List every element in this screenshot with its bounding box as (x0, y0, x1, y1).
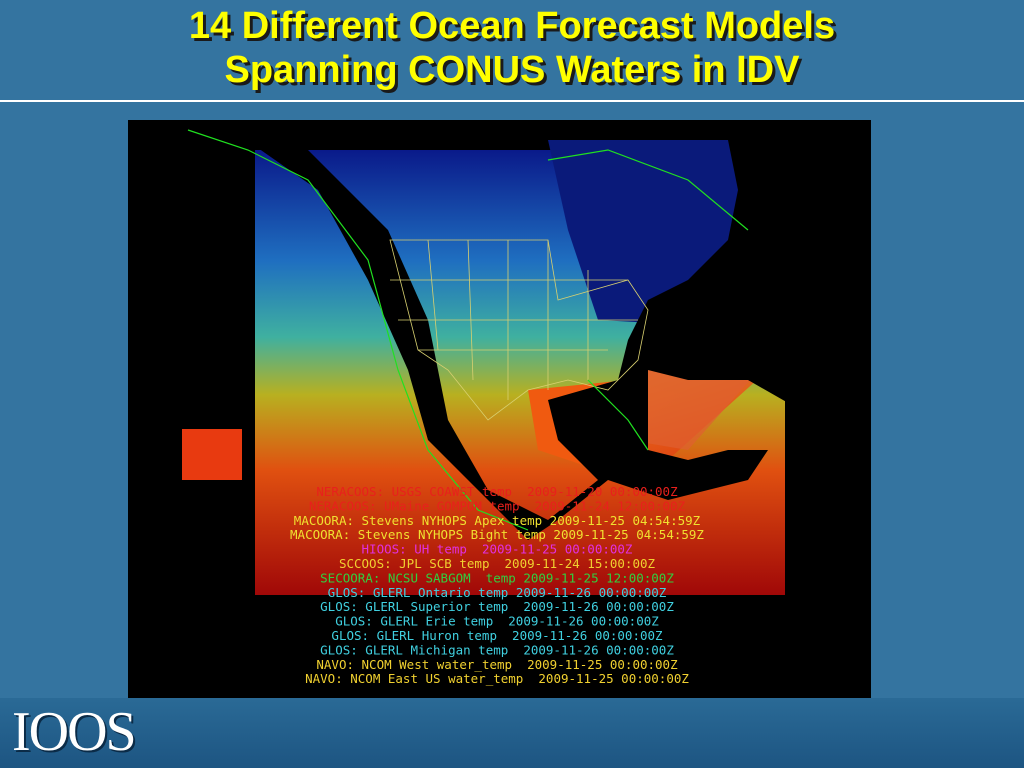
legend-entry: GLOS: GLERL Ontario temp 2009-11-26 00:0… (328, 585, 667, 600)
title-line: Spanning CONUS Waters in IDV (224, 49, 800, 91)
model-field (182, 429, 242, 480)
slide-title: 14 Different Ocean Forecast Models Spann… (0, 4, 1024, 92)
land (218, 120, 871, 540)
legend-entry: GLOS: GLERL Erie temp 2009-11-26 00:00:0… (335, 614, 659, 629)
title-rule (0, 100, 1024, 102)
legend-entry: NAVO: NCOM West water_temp 2009-11-25 00… (316, 657, 678, 672)
footer-bar (0, 698, 1024, 768)
legend: NERACOOS: USGS COAWST temp 2009-11-20 00… (290, 484, 704, 686)
legend-entry: HIOOS: UH temp 2009-11-25 00:00:00Z (362, 542, 633, 557)
legend-entry: GLOS: GLERL Huron temp 2009-11-26 00:00:… (331, 628, 663, 643)
logo: IOOS (12, 701, 137, 763)
legend-entry: GLOS: GLERL Michigan temp 2009-11-26 00:… (320, 642, 674, 657)
legend-entry: MACOORA: Stevens NYHOPS Bight temp 2009-… (290, 527, 704, 542)
map-image: NERACOOS: USGS COAWST temp 2009-11-20 00… (128, 120, 871, 698)
legend-entry: MACOORA: Stevens NYHOPS Apex temp 2009-1… (294, 513, 701, 528)
legend-entry: NAVO: NCOM East US water_temp 2009-11-25… (305, 671, 689, 686)
state-borders (389, 239, 649, 421)
coastlines (187, 129, 749, 531)
legend-entry: SCCOOS: JPL SCB temp 2009-11-24 15:00:00… (339, 556, 656, 571)
legend-entry: NERACOOS: USGS COAWST temp 2009-11-20 00… (316, 484, 678, 499)
legend-entry: GLOS: GLERL Superior temp 2009-11-26 00:… (320, 599, 674, 614)
legend-entry: SECOORA: NCSU SABGOM temp 2009-11-25 12:… (320, 570, 674, 585)
legend-entry: NERACOOS: UMaine GOMPOM temp 2009-11-24 … (309, 498, 686, 513)
title-line: 14 Different Ocean Forecast Models (188, 5, 836, 47)
